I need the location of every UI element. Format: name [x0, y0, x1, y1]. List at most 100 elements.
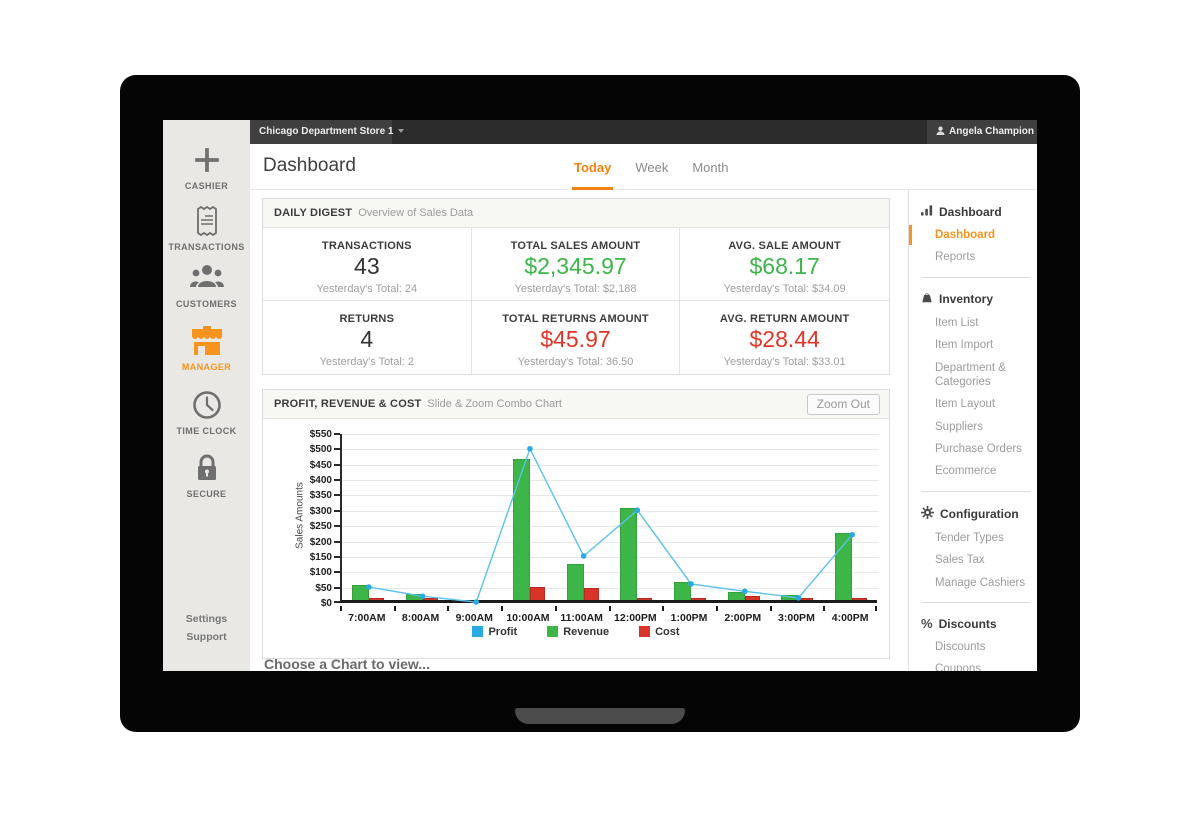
nav-section-discounts: % Discounts: [921, 615, 997, 631]
x-axis-label: 8:00AM: [401, 612, 440, 624]
x-axis-label: 4:00PM: [831, 612, 869, 624]
store-icon: [163, 326, 250, 360]
revenue-bar: [674, 582, 692, 600]
panel-title: DAILY DIGEST: [274, 207, 353, 219]
monitor-stand-slot: [515, 708, 685, 724]
revenue-bar: [620, 508, 638, 600]
person-icon: [936, 126, 945, 135]
y-axis-label: $450: [309, 459, 332, 471]
nav-item-suppliers[interactable]: Suppliers: [935, 420, 983, 433]
monitor-frame: CASHIER TRANSACTIONS CUSTOMERS MANAGER: [120, 75, 1080, 732]
daily-digest-panel: DAILY DIGEST Overview of Sales Data TRANS…: [262, 198, 890, 375]
store-selector[interactable]: Chicago Department Store 1: [250, 120, 405, 144]
page-header: Dashboard Today Week Month: [250, 144, 1037, 190]
combo-chart-header: PROFIT, REVENUE & COST Slide & Zoom Combo…: [263, 390, 889, 419]
bar-chart-icon: [921, 204, 933, 219]
nav-item-item-list[interactable]: Item List: [935, 316, 979, 329]
y-axis-tick: [334, 540, 340, 543]
panel-subtitle: Overview of Sales Data: [358, 207, 474, 219]
cost-bar: [691, 598, 707, 600]
percent-icon: %: [921, 615, 933, 631]
clock-icon: [163, 390, 250, 424]
gridline: [342, 556, 879, 558]
y-axis-label: $350: [309, 490, 332, 502]
sidebar-item-manager[interactable]: MANAGER: [163, 326, 250, 372]
y-axis-tick: [334, 509, 340, 512]
nav-item-sales-tax[interactable]: Sales Tax: [935, 554, 985, 567]
y-axis-label: $550: [309, 429, 332, 440]
revenue-bar: [566, 564, 584, 600]
sidebar-item-customers[interactable]: CUSTOMERS: [163, 263, 250, 309]
nav-item-dashboard[interactable]: Dashboard: [909, 224, 1037, 246]
stat-total-sales: TOTAL SALES AMOUNT $2,345.97 Yesterday's…: [471, 228, 681, 301]
sidebar-item-secure[interactable]: SECURE: [163, 453, 250, 499]
x-axis-tick: [554, 606, 557, 611]
lock-icon: [163, 453, 250, 487]
daily-digest-header: DAILY DIGEST Overview of Sales Data: [263, 199, 889, 228]
sidebar-item-label: TRANSACTIONS: [168, 242, 245, 252]
nav-item-ecommerce[interactable]: Ecommerce: [935, 465, 997, 478]
sidebar-item-label: CASHIER: [184, 181, 229, 191]
sidebar-item-cashier[interactable]: CASHIER: [163, 145, 250, 191]
inventory-icon: [921, 292, 933, 307]
nav-item-purchase-orders[interactable]: Purchase Orders: [935, 443, 1022, 455]
nav-section-configuration: Configuration: [909, 500, 1037, 527]
nav-item-item-layout[interactable]: Item Layout: [935, 398, 996, 411]
x-axis-tick: [608, 606, 611, 611]
nav-section-dashboard: Dashboard: [909, 198, 1037, 224]
cost-bar: [422, 598, 438, 600]
tab-week[interactable]: Week: [635, 160, 669, 175]
zoom-out-button[interactable]: Zoom Out: [806, 394, 880, 415]
y-axis-tick: [334, 525, 340, 528]
x-axis-label: 9:00AM: [455, 612, 493, 624]
x-axis-label: 11:00AM: [560, 612, 603, 624]
sidebar-item-time-clock[interactable]: TIME CLOCK: [163, 390, 250, 436]
nav-item-item-import[interactable]: Item Import: [935, 339, 994, 352]
tab-month[interactable]: Month: [692, 160, 729, 175]
legend-swatch: [639, 626, 651, 637]
x-axis-tick: [340, 606, 342, 611]
gear-icon: [921, 505, 934, 522]
gridline: [342, 510, 879, 512]
nav-item-coupons[interactable]: Coupons: [935, 663, 982, 671]
x-axis-label: 10:00AM: [506, 612, 550, 624]
revenue-bar: [351, 585, 369, 600]
nav-item-reports[interactable]: Reports: [935, 251, 976, 264]
combo-chart-panel: PROFIT, REVENUE & COST Slide & Zoom Combo…: [262, 389, 890, 659]
user-name-label: Angela Champion: [949, 126, 1035, 137]
chart-plot-area[interactable]: [334, 433, 879, 605]
gridline: [342, 495, 879, 497]
cost-bar: [637, 598, 653, 600]
y-axis-tick: [334, 494, 340, 497]
gridline: [342, 480, 879, 482]
gridline: [342, 449, 879, 451]
nav-item-manage-cashiers[interactable]: Manage Cashiers: [935, 576, 1026, 589]
gridline: [342, 587, 879, 589]
stat-total-returns: TOTAL RETURNS AMOUNT $45.97 Yesterday's …: [472, 301, 681, 374]
x-axis-tick: [769, 606, 772, 611]
y-axis-label: $150: [309, 551, 332, 563]
cost-bar: [583, 588, 599, 600]
tab-today[interactable]: Today: [572, 144, 614, 190]
support-link[interactable]: Support: [186, 631, 227, 643]
x-axis-tick: [393, 606, 396, 611]
cost-bar: [368, 598, 384, 600]
x-axis-tick: [715, 606, 718, 611]
nav-divider: [921, 490, 1031, 492]
sidebar-item-transactions[interactable]: TRANSACTIONS: [163, 205, 250, 252]
nav-divider: [921, 276, 1031, 278]
user-menu[interactable]: Angela Champion: [927, 120, 1037, 144]
nav-item-discounts[interactable]: Discounts: [935, 640, 986, 653]
sidebar-item-label: SECURE: [186, 489, 227, 499]
nav-item-tender-types[interactable]: Tender Types: [935, 531, 1004, 544]
nav-item-department-categories[interactable]: Department & Categories: [935, 361, 1006, 388]
cost-bar: [852, 598, 868, 600]
customers-icon: [163, 263, 250, 297]
combo-chart: Sales Amounts Profit Revenue Cost $0 $50 $10…: [263, 419, 889, 659]
stat-avg-return: AVG. RETURN AMOUNT $28.44 Yesterday's To…: [719, 313, 850, 368]
settings-link[interactable]: Settings: [185, 613, 228, 625]
x-axis-label: 7:00AM: [348, 612, 386, 624]
gridline: [342, 541, 879, 543]
x-axis-label: 2:00PM: [724, 612, 762, 624]
y-axis-label: $0: [320, 598, 332, 609]
